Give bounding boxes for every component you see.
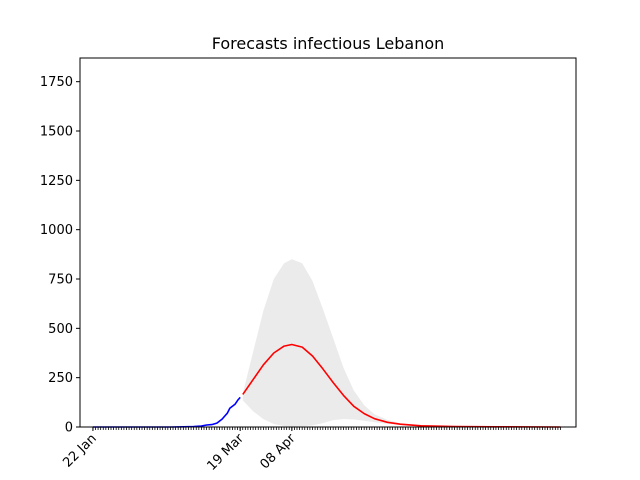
y-tick-label: 250: [48, 371, 73, 386]
y-tick-label: 500: [48, 322, 73, 337]
y-tick-label: 0: [65, 421, 73, 436]
y-tick-label: 1250: [40, 174, 73, 189]
y-tick-label: 750: [48, 273, 73, 288]
chart-title: Forecasts infectious Lebanon: [212, 34, 445, 53]
y-tick-label: 1750: [40, 75, 73, 90]
y-tick-label: 1500: [40, 125, 73, 140]
forecast-interval-band: [242, 259, 561, 427]
y-tick-label: 1000: [40, 223, 73, 238]
forecast-series-line: [242, 343, 561, 428]
